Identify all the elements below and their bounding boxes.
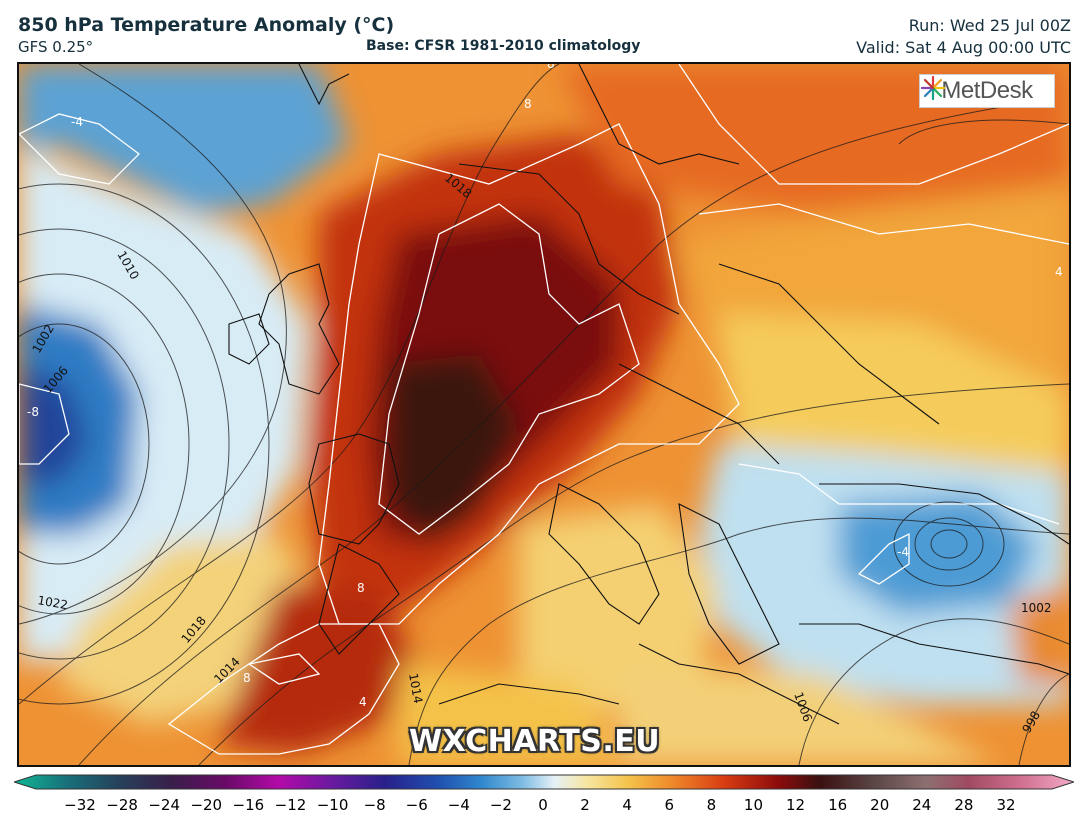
colorbar-tick-label: −32 — [64, 796, 96, 814]
wxcharts-watermark: WXCHARTS.EU — [409, 724, 661, 759]
colorbar-tick-label: 16 — [828, 796, 848, 814]
isobar-label: 1002 — [1021, 601, 1052, 615]
colorbar-tick-label: 8 — [706, 796, 717, 814]
colorbar-tick-label: −20 — [190, 796, 223, 814]
anomaly-label: 4 — [1055, 265, 1063, 279]
warm-anomaly-turkey — [1009, 584, 1069, 684]
valid-time-label: Valid: Sat 4 Aug 00:00 UTC — [856, 38, 1071, 57]
colorbar-tick-label: 32 — [996, 796, 1016, 814]
colorbar-tick-label: 4 — [622, 796, 632, 814]
anomaly-label: 8 — [357, 581, 365, 595]
colorbar-tick-label: −28 — [106, 796, 138, 814]
mild-anomaly-east — [719, 314, 1069, 494]
deep-cool-anomaly-low — [19, 364, 89, 484]
isobar-label: 1022 — [36, 593, 69, 612]
run-time-label: Run: Wed 25 Jul 00Z — [908, 16, 1071, 35]
colorbar-tick-label: 2 — [580, 796, 590, 814]
metdesk-logo-text: MetDesk — [941, 77, 1033, 104]
neutral-anomaly-atlantic — [19, 144, 309, 664]
temperature-anomaly-map[interactable]: 1010 1002 1006 1022 1018 1014 1014 1018 … — [17, 62, 1071, 767]
anomaly-label: 8 — [547, 64, 555, 71]
isobar-label: 1014 — [406, 672, 425, 705]
colorbar-tick-label: −10 — [316, 796, 349, 814]
map-canvas: 1010 1002 1006 1022 1018 1014 1014 1018 … — [19, 64, 1069, 765]
colorbar-tick-label: −4 — [447, 796, 470, 814]
metdesk-logo: MetDesk — [919, 74, 1055, 108]
colorbar-tick-label: −16 — [232, 796, 265, 814]
model-label: GFS 0.25° — [18, 38, 94, 56]
colorbar-tick-label: 0 — [538, 796, 548, 814]
colorbar-tick-label: −24 — [148, 796, 180, 814]
colorbar-tick-label: −12 — [274, 796, 307, 814]
anomaly-label: -4 — [71, 115, 83, 129]
colorbar-tick-label: 6 — [664, 796, 675, 814]
colorbar-ticks: −32 −28 −24 −20 −16 −12 −10 −8 −6 −4 −2 0 2 4 6 8 10 12 16… — [0, 796, 1088, 818]
colorbar-gradient — [14, 774, 1074, 790]
cool-anomaly-black-sea — [839, 494, 1039, 614]
anomaly-labels: -4 -8 8 8 8 8 4 -4 4 — [27, 64, 1063, 709]
cool-anomaly-north-atlantic — [19, 64, 349, 214]
base-climatology-label: Base: CFSR 1981-2010 climatology — [366, 38, 641, 54]
colorbar — [14, 774, 1074, 790]
anomaly-label: 4 — [359, 695, 367, 709]
anomaly-label: -4 — [897, 545, 909, 559]
colorbar-tick-label: −6 — [405, 796, 428, 814]
warm-anomaly-sahara — [399, 664, 619, 765]
anomaly-label: -8 — [27, 405, 39, 419]
anomaly-label: 8 — [524, 97, 532, 111]
colorbar-tick-label: 28 — [954, 796, 974, 814]
anomaly-label: 8 — [243, 671, 251, 685]
colorbar-tick-label: 24 — [912, 796, 932, 814]
colorbar-tick-label: 20 — [870, 796, 890, 814]
isobar-contours — [19, 64, 1069, 765]
coastlines — [228, 64, 1069, 725]
mild-anomaly-italy — [519, 504, 719, 714]
mild-anomaly-north-africa — [619, 664, 999, 765]
extreme-warm-anomaly-france — [389, 354, 519, 544]
colorbar-tick-label: −8 — [363, 796, 386, 814]
warm-anomaly-iberia — [219, 584, 419, 754]
colorbar-tick-label: −2 — [489, 796, 512, 814]
colorbar-tick-label: 12 — [785, 796, 806, 814]
metdesk-star-icon — [920, 75, 946, 101]
map-title: 850 hPa Temperature Anomaly (°C) — [18, 14, 395, 36]
colorbar-tick-label: 10 — [743, 796, 763, 814]
